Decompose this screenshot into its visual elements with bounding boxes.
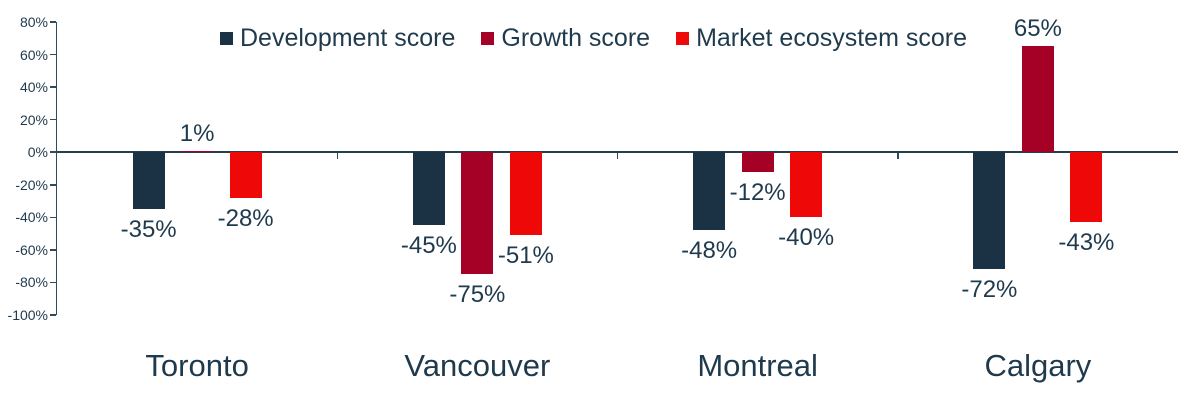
- value-label-development-score-montreal: -48%: [681, 237, 738, 265]
- y-axis-tick-label: 20%: [19, 111, 48, 128]
- bar-market-ecosystem-score-toronto: [229, 152, 262, 198]
- y-axis-tick-label: 40%: [19, 79, 48, 96]
- y-axis-tick: [49, 118, 56, 121]
- bar-development-score-toronto: [132, 152, 165, 210]
- value-label-market-ecosystem-score-toronto: -28%: [217, 204, 274, 232]
- chart-legend: Development score Growth score Market ec…: [220, 24, 967, 52]
- y-axis-tick: [49, 21, 56, 23]
- category-label-toronto: Toronto: [145, 348, 249, 383]
- x-axis-tick: [897, 152, 899, 159]
- y-axis-tick-label: 0%: [27, 144, 48, 161]
- legend-swatch-market-ecosystem-score-icon: [676, 31, 690, 45]
- y-axis-tick: [49, 86, 56, 88]
- y-axis-tick-label: -40%: [15, 209, 48, 226]
- value-label-market-ecosystem-score-calgary: -43%: [1058, 229, 1115, 257]
- value-label-growth-score-toronto: 1%: [179, 119, 215, 147]
- y-axis-tick: [49, 184, 56, 186]
- legend-label: Market ecosystem score: [696, 24, 967, 52]
- y-axis-tick-label: -20%: [15, 176, 48, 193]
- zero-baseline: [57, 151, 1178, 153]
- value-label-growth-score-calgary: 65%: [1013, 15, 1062, 43]
- value-label-growth-score-vancouver: -75%: [449, 281, 506, 309]
- legend-label: Development score: [240, 24, 456, 52]
- legend-item-market-ecosystem-score: Market ecosystem score: [676, 24, 967, 52]
- legend-swatch-development-score-icon: [220, 31, 233, 45]
- bar-growth-score-toronto: [181, 150, 214, 153]
- y-axis-tick-label: -60%: [15, 241, 48, 258]
- bar-growth-score-vancouver: [461, 152, 494, 275]
- y-axis-tick: [49, 151, 56, 153]
- legend-label: Growth score: [501, 24, 651, 52]
- y-axis-line: [55, 22, 57, 315]
- y-axis-tick: [49, 53, 56, 56]
- y-axis-tick-label: 80%: [19, 14, 48, 30]
- value-label-development-score-calgary: -72%: [961, 276, 1018, 304]
- legend-item-development-score: Development score: [220, 24, 455, 52]
- legend-item-growth-score: Growth score: [481, 24, 650, 52]
- bar-market-ecosystem-score-montreal: [790, 152, 823, 218]
- x-axis-tick: [336, 152, 338, 159]
- bar-growth-score-montreal: [741, 152, 774, 172]
- category-label-montreal: Montreal: [697, 348, 818, 383]
- y-axis-tick-label: -80%: [15, 274, 48, 291]
- y-axis-tick: [49, 281, 56, 284]
- bar-market-ecosystem-score-vancouver: [509, 152, 542, 236]
- x-axis-tick: [616, 152, 619, 159]
- value-label-growth-score-montreal: -12%: [729, 178, 786, 206]
- bar-development-score-vancouver: [412, 152, 445, 226]
- y-axis-tick-label: 60%: [19, 46, 48, 63]
- value-label-market-ecosystem-score-montreal: -40%: [778, 224, 835, 252]
- category-label-calgary: Calgary: [984, 348, 1092, 383]
- bar-development-score-montreal: [693, 152, 726, 231]
- value-label-market-ecosystem-score-vancouver: -51%: [497, 242, 554, 270]
- bar-development-score-calgary: [973, 152, 1006, 270]
- category-label-vancouver: Vancouver: [404, 348, 551, 383]
- value-label-development-score-toronto: -35%: [120, 216, 177, 244]
- bar-growth-score-calgary: [1021, 46, 1054, 153]
- bar-market-ecosystem-score-calgary: [1070, 152, 1103, 223]
- legend-swatch-growth-score-icon: [481, 31, 495, 45]
- y-axis-tick: [49, 216, 56, 219]
- y-axis-tick: [49, 249, 56, 251]
- value-label-development-score-vancouver: -45%: [400, 232, 457, 260]
- y-axis-tick-label: -100%: [7, 307, 48, 323]
- y-axis-tick: [49, 314, 56, 316]
